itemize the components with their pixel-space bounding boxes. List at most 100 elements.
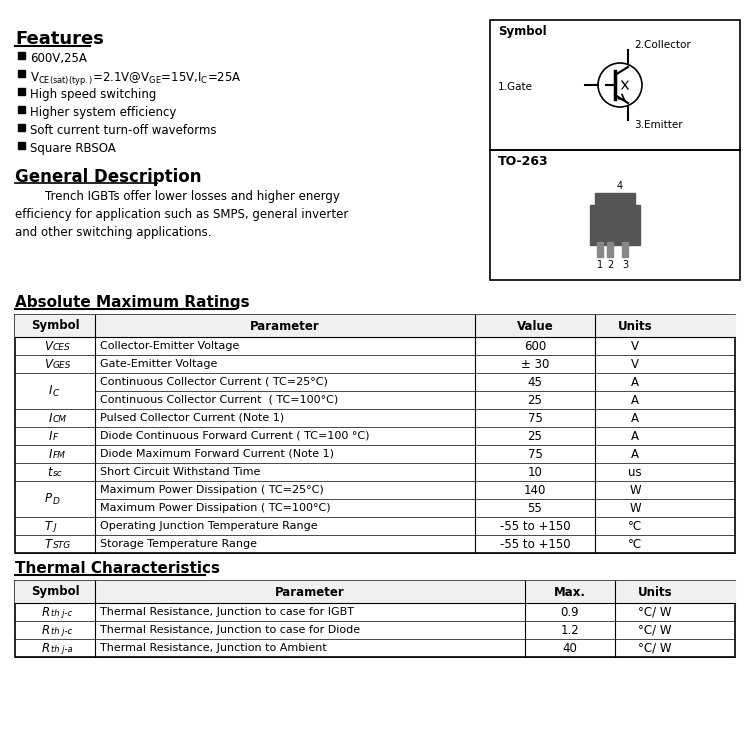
Text: th j-a: th j-a [51,646,73,655]
Text: Features: Features [15,30,104,48]
Bar [18,88,25,95]
Text: A: A [631,430,639,442]
Text: °C/ W: °C/ W [638,641,672,655]
Text: 600: 600 [524,340,546,352]
Text: R: R [42,641,50,655]
Text: th j-c: th j-c [51,628,72,637]
Text: Symbol: Symbol [31,586,80,598]
Text: 2.Collector: 2.Collector [634,40,691,50]
Text: 0.9: 0.9 [561,605,579,619]
Text: °C/ W: °C/ W [638,623,672,637]
Text: CES: CES [53,344,70,352]
Text: Continuous Collector Current ( TC=25°C): Continuous Collector Current ( TC=25°C) [100,377,328,387]
Text: 25: 25 [527,394,542,406]
Text: Thermal Resistance, Junction to case for IGBT: Thermal Resistance, Junction to case for… [100,607,354,617]
Text: TO-263: TO-263 [498,155,548,168]
Text: 3: 3 [622,260,628,270]
Text: Units: Units [618,320,652,332]
Bar [18,124,25,131]
Text: F: F [53,433,58,442]
Text: 1.Gate: 1.Gate [498,82,533,92]
Text: -55 to +150: -55 to +150 [500,538,570,550]
Text: Soft current turn-off waveforms: Soft current turn-off waveforms [30,124,217,137]
Text: 25: 25 [527,430,542,442]
Text: Max.: Max. [554,586,586,598]
Text: 2: 2 [607,260,613,270]
Bar [490,20,740,150]
Text: W: W [629,502,640,515]
Text: Continuous Collector Current  ( TC=100°C): Continuous Collector Current ( TC=100°C) [100,395,338,405]
Text: 140: 140 [524,484,546,496]
Text: Pulsed Collector Current (Note 1): Pulsed Collector Current (Note 1) [100,413,284,423]
Text: -55 to +150: -55 to +150 [500,520,570,532]
Bar [18,70,25,77]
Text: °C: °C [628,520,642,532]
Text: Value: Value [517,320,554,332]
Text: High speed switching: High speed switching [30,88,156,101]
Text: J: J [53,524,55,532]
Text: A: A [631,376,639,388]
Bar [595,193,635,205]
Text: Units: Units [638,586,672,598]
Text: A: A [631,412,639,424]
Text: D: D [53,496,60,506]
Text: t: t [47,466,52,478]
Text: I: I [49,412,52,424]
Text: A: A [631,394,639,406]
Text: General Description: General Description [15,168,202,186]
Text: V: V [44,340,52,352]
Text: Short Circuit Withstand Time: Short Circuit Withstand Time [100,467,260,477]
Bar [18,106,25,113]
Text: Absolute Maximum Ratings: Absolute Maximum Ratings [15,295,250,310]
Text: C: C [53,388,59,398]
Text: th j-c: th j-c [51,610,72,619]
Text: FM: FM [53,452,66,460]
Text: I: I [49,430,52,442]
Bar [490,150,740,280]
Text: Maximum Power Dissipation ( TC=100°C): Maximum Power Dissipation ( TC=100°C) [100,503,331,513]
Text: Diode Maximum Forward Current (Note 1): Diode Maximum Forward Current (Note 1) [100,449,334,459]
Bar [590,205,640,245]
Text: R: R [42,623,50,637]
Text: ± 30: ± 30 [520,358,549,370]
Text: STG: STG [53,542,71,550]
Text: Collector-Emitter Voltage: Collector-Emitter Voltage [100,341,239,351]
Text: R: R [42,605,50,619]
Text: A: A [631,448,639,460]
Text: V: V [631,358,639,370]
Text: P: P [45,493,52,506]
Text: 4: 4 [617,181,623,191]
Text: CM: CM [53,416,67,424]
Text: W: W [629,484,640,496]
Text: 600V,25A: 600V,25A [30,52,87,65]
Text: I: I [49,448,52,460]
Text: T: T [45,538,52,550]
Text: V: V [631,340,639,352]
Text: 1.2: 1.2 [560,623,579,637]
Text: Gate-Emitter Voltage: Gate-Emitter Voltage [100,359,218,369]
Text: Thermal Resistance, Junction to case for Diode: Thermal Resistance, Junction to case for… [100,625,360,635]
Text: Diode Continuous Forward Current ( TC=100 °C): Diode Continuous Forward Current ( TC=10… [100,431,370,441]
Text: Operating Junction Temperature Range: Operating Junction Temperature Range [100,521,318,531]
Text: us: us [628,466,642,478]
Text: $\mathregular{V_{CE(sat)(typ.)}}$=2.1V@$\mathregular{V_{GE}}$=15V,$\mathregular{: $\mathregular{V_{CE(sat)(typ.)}}$=2.1V@$… [30,70,242,87]
Text: Maximum Power Dissipation ( TC=25°C): Maximum Power Dissipation ( TC=25°C) [100,485,324,495]
Text: 75: 75 [527,412,542,424]
Bar [622,242,628,257]
Text: 40: 40 [562,641,578,655]
Text: 75: 75 [527,448,542,460]
Bar [597,242,603,257]
Text: V: V [44,358,52,370]
Text: Square RBSOA: Square RBSOA [30,142,115,155]
Text: °C/ W: °C/ W [638,605,672,619]
Bar [15,581,735,657]
Bar [18,52,25,59]
Text: Parameter: Parameter [250,320,320,332]
Text: Symbol: Symbol [498,25,547,38]
Text: Higher system efficiency: Higher system efficiency [30,106,176,119]
Bar [15,315,735,553]
Text: GES: GES [53,362,71,370]
Text: Parameter: Parameter [275,586,345,598]
Text: Storage Temperature Range: Storage Temperature Range [100,539,257,549]
Text: I: I [49,385,52,398]
